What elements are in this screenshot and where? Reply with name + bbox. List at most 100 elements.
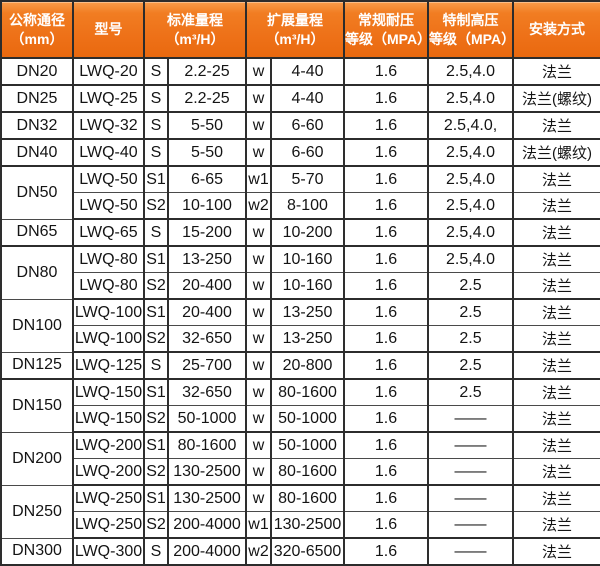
cell-model: LWQ-40 <box>72 138 145 167</box>
cell-normal-pressure: 1.6 <box>343 57 429 86</box>
cell-model: LWQ-200 <box>72 458 145 486</box>
cell-standard-range: 13-250 <box>167 245 247 273</box>
cell-installation: 法兰(螺纹) <box>512 138 600 167</box>
cell-standard-code: S1 <box>143 245 169 273</box>
table-row: DN300 LWQ-300 S 200-4000 w2 320-6500 1.6… <box>0 537 600 566</box>
cell-standard-code: S <box>143 84 169 113</box>
table-row: LWQ-80 S2 20-400 w 10-160 1.6 2.5 法兰 <box>1 272 600 300</box>
cell-normal-pressure: 1.6 <box>343 537 429 566</box>
cell-standard-code: S <box>143 111 169 140</box>
cell-extended-range: 20-800 <box>270 351 345 380</box>
cell-extended-range: 6-60 <box>270 138 345 167</box>
cell-standard-range: 2.2-25 <box>167 84 247 113</box>
cell-extended-code: w1 <box>245 165 272 193</box>
cell-extended-range: 13-250 <box>270 298 345 326</box>
cell-standard-code: S2 <box>143 458 169 486</box>
cell-model: LWQ-100 <box>72 325 145 353</box>
cell-high-pressure: 2.5,4.0 <box>427 138 514 167</box>
cell-model: LWQ-20 <box>72 57 145 86</box>
cell-high-pressure: 2.5,4.0 <box>427 84 514 113</box>
cell-standard-range: 200-4000 <box>167 537 247 566</box>
cell-high-pressure: —— <box>427 511 514 539</box>
cell-model: LWQ-100 <box>72 298 145 326</box>
cell-model: LWQ-80 <box>72 245 145 273</box>
cell-normal-pressure: 1.6 <box>343 272 429 300</box>
table-row: DN80 LWQ-80 S1 13-250 w 10-160 1.6 2.5,4… <box>0 245 600 300</box>
cell-installation: 法兰 <box>512 192 600 220</box>
cell-extended-range: 10-160 <box>270 245 345 273</box>
cell-extended-code: w <box>245 84 272 113</box>
cell-standard-code: S1 <box>143 484 169 512</box>
cell-installation: 法兰 <box>512 484 600 512</box>
cell-standard-range: 20-400 <box>167 298 247 326</box>
cell-standard-range: 20-400 <box>167 272 247 300</box>
cell-normal-pressure: 1.6 <box>343 484 429 512</box>
cell-installation: 法兰 <box>512 511 600 539</box>
table-row: DN32 LWQ-32 S 5-50 w 6-60 1.6 2.5,4.0, 法… <box>0 111 600 140</box>
table-row: LWQ-250 S2 200-4000 w1 130-2500 1.6 —— 法… <box>1 511 600 539</box>
cell-installation: 法兰 <box>512 405 600 433</box>
table-row: DN125 LWQ-125 S 25-700 w 20-800 1.6 2.5 … <box>0 351 600 380</box>
cell-normal-pressure: 1.6 <box>343 84 429 113</box>
cell-extended-range: 10-200 <box>270 218 345 247</box>
cell-extended-range: 320-6500 <box>270 537 345 566</box>
cell-normal-pressure: 1.6 <box>343 111 429 140</box>
cell-extended-range: 130-2500 <box>270 511 345 539</box>
cell-standard-range: 32-650 <box>167 378 247 406</box>
cell-nominal-diameter: DN50 <box>0 165 74 220</box>
cell-nominal-diameter: DN125 <box>0 351 74 380</box>
cell-standard-range: 10-100 <box>167 192 247 220</box>
cell-model: LWQ-50 <box>72 192 145 220</box>
cell-nominal-diameter: DN80 <box>0 245 74 300</box>
cell-standard-range: 5-50 <box>167 138 247 167</box>
cell-standard-range: 2.2-25 <box>167 57 247 86</box>
cell-normal-pressure: 1.6 <box>343 245 429 273</box>
cell-installation: 法兰 <box>512 298 600 326</box>
cell-extended-range: 80-1600 <box>270 484 345 512</box>
cell-normal-pressure: 1.6 <box>343 325 429 353</box>
table-row: DN250 LWQ-250 S1 130-2500 w 80-1600 1.6 … <box>0 484 600 539</box>
cell-nominal-diameter: DN250 <box>0 484 74 539</box>
header-high-pressure: 特制高压 等级（MPA） <box>427 0 515 59</box>
cell-extended-range: 4-40 <box>270 84 345 113</box>
cell-extended-code: w <box>245 111 272 140</box>
cell-normal-pressure: 1.6 <box>343 378 429 406</box>
table-body: DN20 LWQ-20 S 2.2-25 w 4-40 1.6 2.5,4.0 … <box>0 57 600 566</box>
cell-nominal-diameter: DN32 <box>0 111 74 140</box>
table-header: 公称通径 （mm） 型号 标准量程 （m³/H） 扩展量程 （m³/H） 常规耐… <box>0 0 600 59</box>
cell-model: LWQ-150 <box>72 378 145 406</box>
cell-standard-code: S <box>143 57 169 86</box>
cell-extended-code: w <box>245 218 272 247</box>
cell-extended-code: w2 <box>245 192 272 220</box>
cell-installation: 法兰 <box>512 378 600 406</box>
cell-extended-code: w <box>245 272 272 300</box>
cell-extended-code: w <box>245 325 272 353</box>
cell-extended-range: 6-60 <box>270 111 345 140</box>
cell-extended-range: 10-160 <box>270 272 345 300</box>
table-row: DN50 LWQ-50 S1 6-65 w1 5-70 1.6 2.5,4.0 … <box>0 165 600 220</box>
cell-normal-pressure: 1.6 <box>343 218 429 247</box>
cell-extended-code: w1 <box>245 511 272 539</box>
cell-extended-code: w <box>245 458 272 486</box>
cell-high-pressure: 2.5,4.0 <box>427 165 514 193</box>
cell-nominal-diameter: DN150 <box>0 378 74 433</box>
cell-extended-range: 8-100 <box>270 192 345 220</box>
cell-extended-code: w <box>245 484 272 512</box>
cell-normal-pressure: 1.6 <box>343 165 429 193</box>
cell-model: LWQ-125 <box>72 351 145 380</box>
cell-installation: 法兰 <box>512 245 600 273</box>
table-row: DN150 LWQ-150 S1 32-650 w 80-1600 1.6 2.… <box>0 378 600 433</box>
cell-standard-code: S <box>143 218 169 247</box>
header-extended-range: 扩展量程 （m³/H） <box>245 0 345 59</box>
cell-standard-code: S2 <box>143 511 169 539</box>
cell-high-pressure: —— <box>427 537 514 566</box>
cell-high-pressure: 2.5 <box>427 272 514 300</box>
cell-standard-range: 5-50 <box>167 111 247 140</box>
cell-standard-range: 130-2500 <box>167 458 247 486</box>
cell-extended-code: w <box>245 351 272 380</box>
cell-extended-code: w <box>245 298 272 326</box>
table-row: DN200 LWQ-200 S1 80-1600 w 50-1000 1.6 —… <box>0 431 600 486</box>
cell-extended-code: w <box>245 57 272 86</box>
cell-standard-range: 15-200 <box>167 218 247 247</box>
cell-nominal-diameter: DN25 <box>0 84 74 113</box>
